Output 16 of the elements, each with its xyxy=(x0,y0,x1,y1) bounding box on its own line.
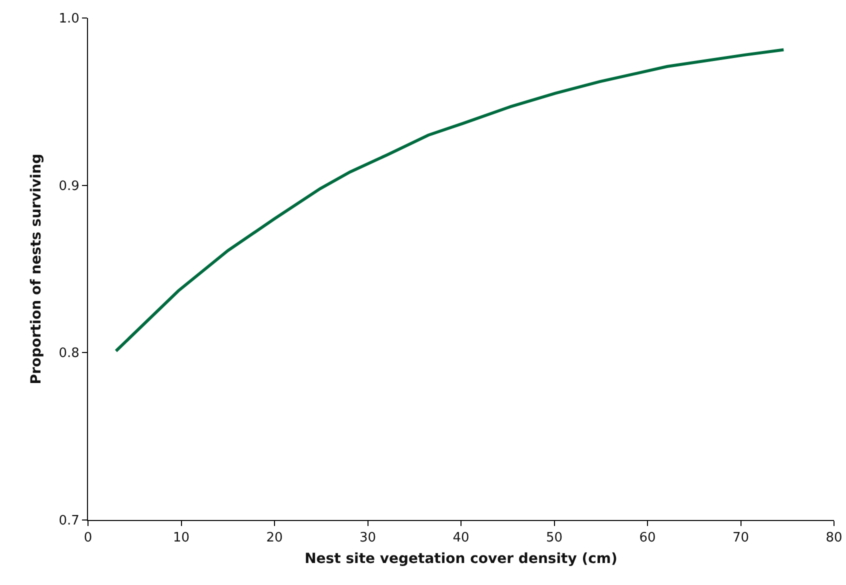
x-axis-title: Nest site vegetation cover density (cm) xyxy=(304,550,618,567)
line-series xyxy=(114,48,786,352)
y-axis-title: Proportion of nests surviving xyxy=(28,154,44,384)
x-tick-label: 40 xyxy=(452,530,470,546)
x-tick-label: 50 xyxy=(546,530,563,546)
x-tick-label: 0 xyxy=(84,530,92,546)
x-tick-label: 60 xyxy=(639,530,656,546)
y-tick-label: 1.0 xyxy=(58,12,80,27)
y-tick-label: 0.8 xyxy=(58,346,80,362)
y-tick-label: 0.9 xyxy=(58,178,80,194)
x-tick-label: 70 xyxy=(732,530,750,546)
x-tick-label: 10 xyxy=(172,530,190,546)
x-tick-label: 20 xyxy=(266,530,283,546)
x-tick-label: 30 xyxy=(359,530,376,546)
y-tick-label: 0.7 xyxy=(58,514,80,529)
x-tick-label: 80 xyxy=(826,530,842,546)
